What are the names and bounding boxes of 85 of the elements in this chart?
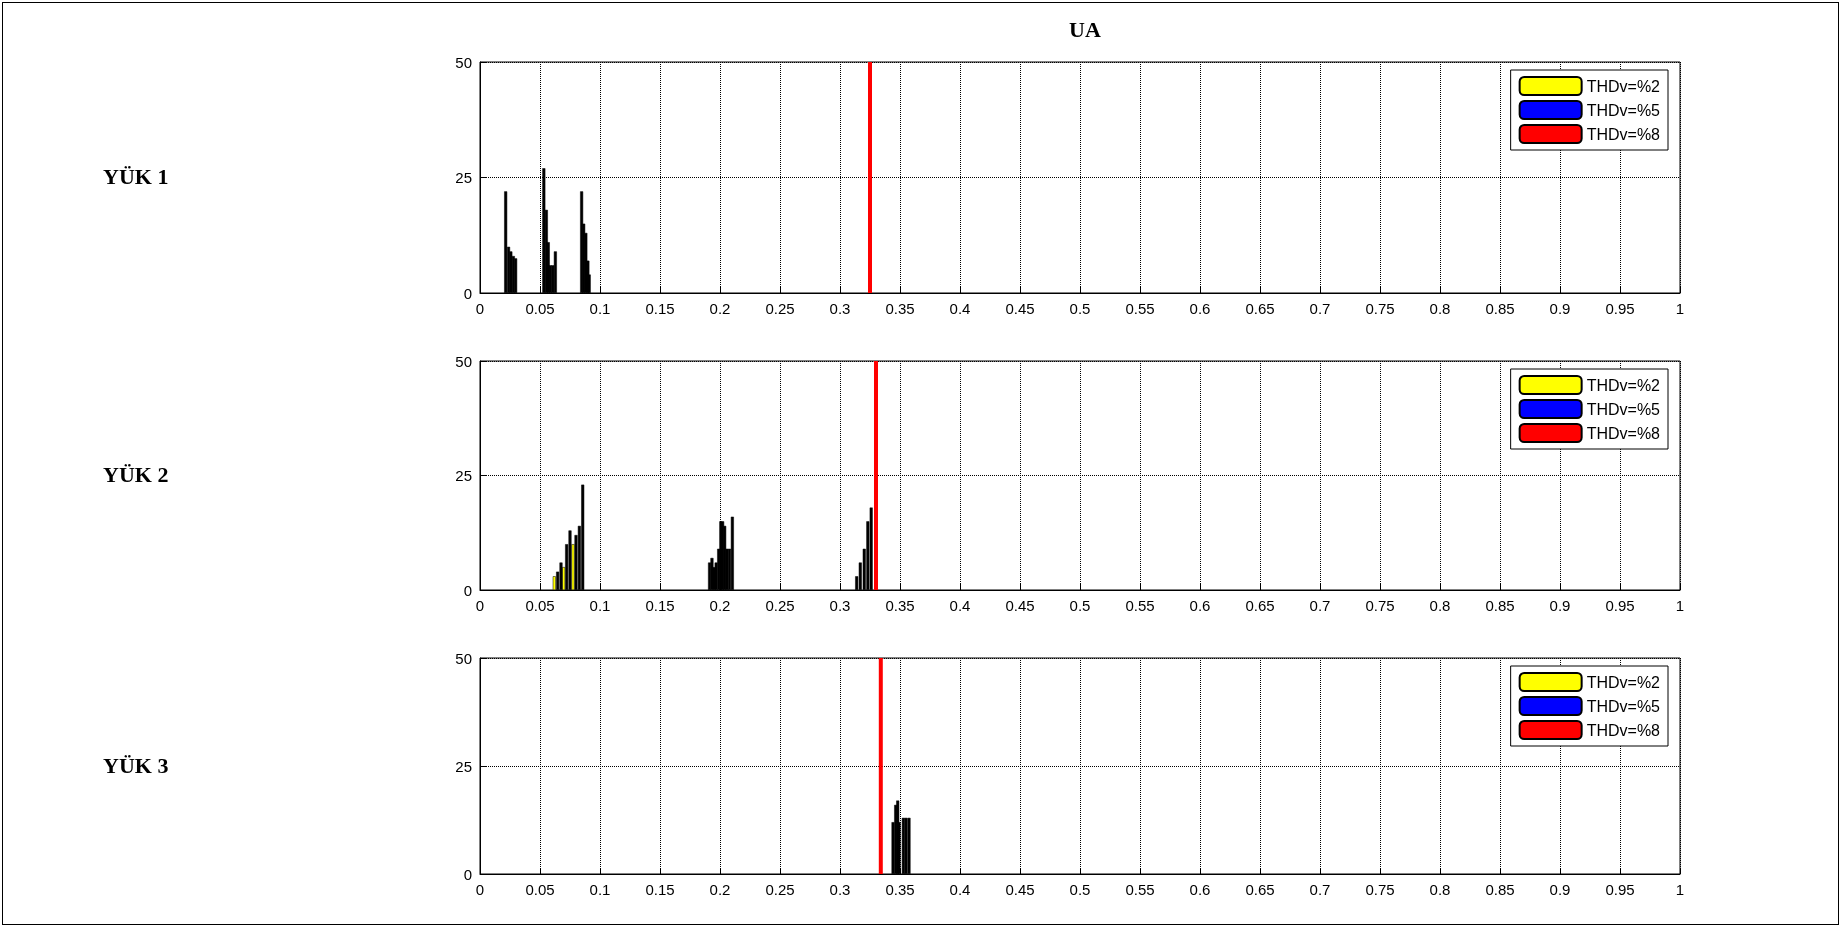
- x-tick-label: 0.1: [589, 597, 611, 614]
- x-tick-label: 0.3: [829, 881, 851, 898]
- x-tick-label: 0.65: [1245, 881, 1275, 898]
- x-tick-label: 0.75: [1365, 597, 1395, 614]
- x-tick-label: 0.35: [885, 300, 915, 317]
- x-tick-label: 1: [1675, 881, 1685, 898]
- x-tick-label: 0.25: [765, 597, 795, 614]
- x-tick-label: 0.7: [1309, 300, 1331, 317]
- x-tick-label: 0.8: [1429, 300, 1451, 317]
- x-tick-label: 0.5: [1069, 881, 1091, 898]
- x-tick-label: 0.6: [1189, 597, 1211, 614]
- x-tick-label: 0.2: [709, 597, 731, 614]
- x-tick-label: 0: [475, 300, 485, 317]
- y-tick-label: 25: [455, 467, 472, 484]
- legend-label: THDv=%8: [1586, 424, 1661, 442]
- x-tick-label: 0.75: [1365, 881, 1395, 898]
- x-tick-label: 0.35: [885, 881, 915, 898]
- y-axis-title: YÜK 1: [103, 164, 169, 189]
- x-tick-label: 0.85: [1485, 300, 1515, 317]
- x-tick-label: 0.2: [709, 300, 731, 317]
- x-tick-label: 0.45: [1005, 881, 1035, 898]
- x-tick-label: 0.85: [1485, 881, 1515, 898]
- x-tick-label: 0.55: [1125, 300, 1155, 317]
- x-tick-label: 0.95: [1605, 881, 1635, 898]
- x-tick-label: 0.95: [1605, 300, 1635, 317]
- x-tick-label: 0.6: [1189, 881, 1211, 898]
- legend-label: THDv=%8: [1586, 721, 1661, 739]
- y-tick-label: 0: [463, 581, 472, 599]
- x-tick-label: 0.8: [1429, 597, 1451, 614]
- x-tick-label: 0.05: [525, 300, 555, 317]
- x-tick-label: 0.5: [1069, 300, 1091, 317]
- x-tick-label: 0.25: [765, 881, 795, 898]
- x-tick-label: 0.05: [525, 881, 555, 898]
- y-tick-label: 50: [455, 649, 472, 667]
- y-tick-label: 50: [455, 53, 472, 71]
- y-tick-label: 50: [455, 352, 472, 370]
- x-tick-label: 0.4: [949, 881, 971, 898]
- y-axis-title: YÜK 3: [103, 752, 169, 778]
- x-tick-label: 0.2: [709, 881, 731, 898]
- x-tick-label: 0.6: [1189, 300, 1211, 317]
- x-tick-label: 0.4: [949, 597, 971, 614]
- y-tick-label: 0: [463, 284, 472, 302]
- x-tick-label: 0: [475, 881, 485, 898]
- legend-label: THDv=%2: [1586, 77, 1661, 95]
- x-tick-label: 0.25: [765, 300, 795, 317]
- legend-label: THDv=%2: [1586, 673, 1661, 691]
- x-tick-label: 0.05: [525, 597, 555, 614]
- legend-label: THDv=%8: [1586, 125, 1661, 143]
- x-tick-label: 0.9: [1549, 597, 1571, 614]
- x-tick-label: 0.1: [589, 881, 611, 898]
- x-tick-label: 0.7: [1309, 597, 1331, 614]
- x-tick-label: 0.15: [645, 300, 675, 317]
- legend-label: THDv=%5: [1586, 697, 1661, 715]
- x-tick-label: 0.15: [645, 597, 675, 614]
- x-tick-label: 0: [475, 597, 485, 614]
- y-axis-title: YÜK 2: [103, 462, 169, 487]
- x-tick-label: 1: [1675, 300, 1685, 317]
- x-tick-label: 0.15: [645, 881, 675, 898]
- y-tick-label: 25: [455, 757, 472, 775]
- x-tick-label: 0.1: [589, 300, 611, 317]
- x-tick-label: 0.4: [949, 300, 971, 317]
- x-tick-label: 0.35: [885, 597, 915, 614]
- x-tick-label: 0.45: [1005, 597, 1035, 614]
- x-tick-label: 0.5: [1069, 597, 1091, 614]
- x-tick-label: 0.7: [1309, 881, 1331, 898]
- x-tick-label: 0.3: [829, 300, 851, 317]
- x-tick-label: 0.3: [829, 597, 851, 614]
- x-tick-label: 0.65: [1245, 597, 1275, 614]
- legend-label: THDv=%5: [1586, 101, 1661, 119]
- x-tick-label: 0.95: [1605, 597, 1635, 614]
- legend-label: THDv=%5: [1586, 400, 1661, 418]
- x-tick-label: 0.8: [1429, 881, 1451, 898]
- y-tick-label: 0: [463, 865, 472, 883]
- x-tick-label: 0.45: [1005, 300, 1035, 317]
- x-tick-label: 1: [1675, 597, 1685, 614]
- x-tick-label: 0.75: [1365, 300, 1395, 317]
- x-tick-label: 0.9: [1549, 881, 1571, 898]
- x-tick-label: 0.55: [1125, 881, 1155, 898]
- x-tick-label: 0.55: [1125, 597, 1155, 614]
- x-tick-label: 0.65: [1245, 300, 1275, 317]
- y-tick-label: 25: [455, 169, 472, 186]
- legend-label: THDv=%2: [1586, 376, 1661, 394]
- chart-title: UA: [1069, 16, 1101, 42]
- x-tick-label: 0.9: [1549, 300, 1571, 317]
- x-tick-label: 0.85: [1485, 597, 1515, 614]
